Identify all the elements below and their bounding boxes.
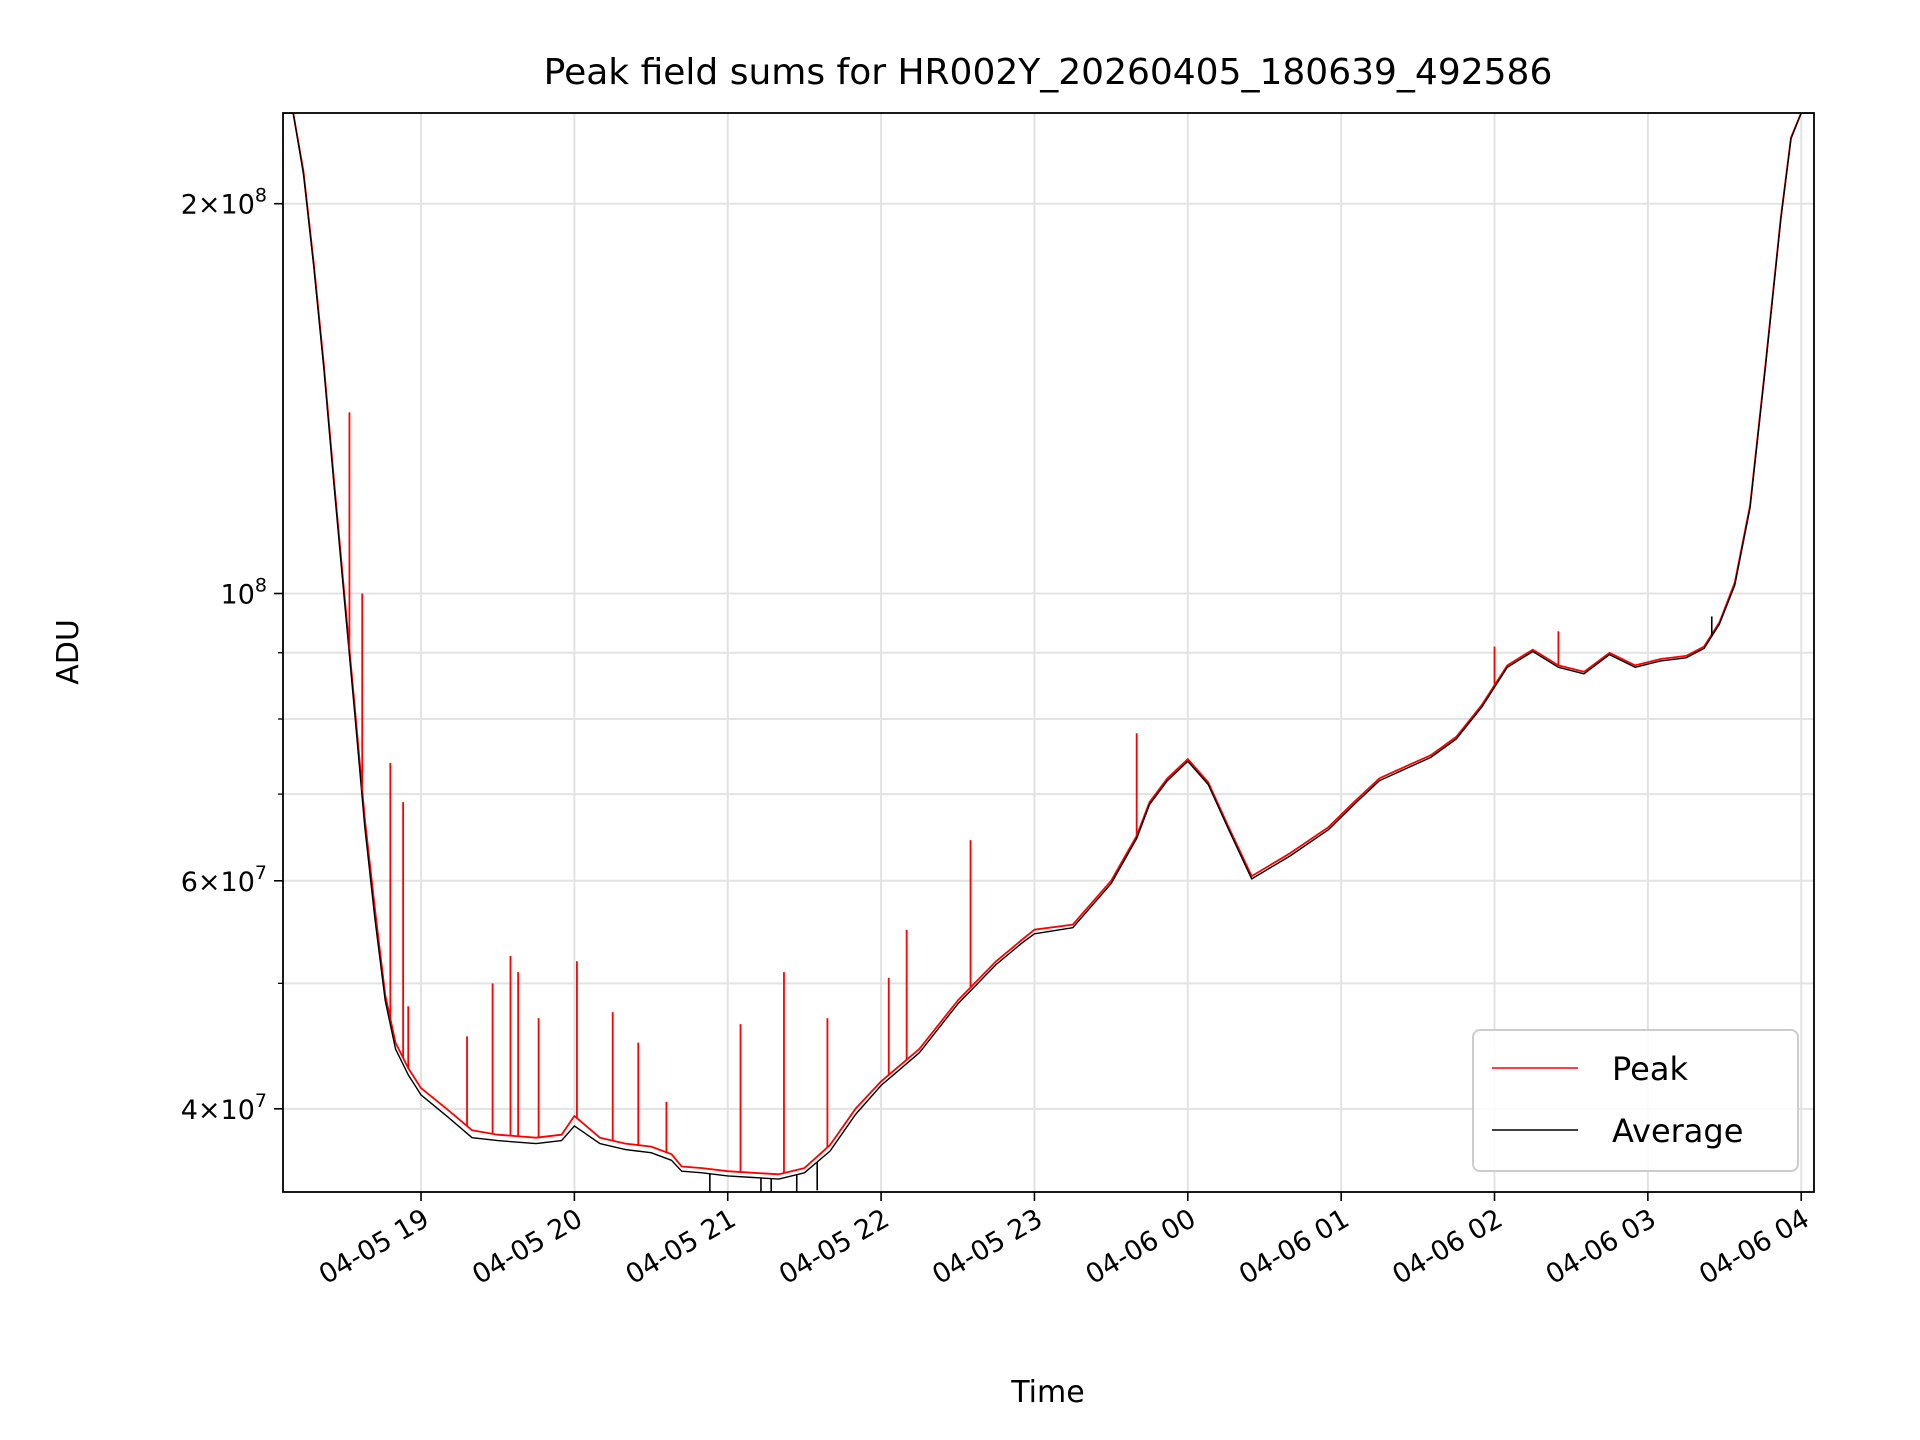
y-axis-title: ADU [51, 619, 86, 685]
series-layer [283, 113, 1814, 1192]
y-tick-label: 4×107 [181, 1090, 267, 1126]
grid-lines [283, 113, 1814, 1192]
y-tick-label: 108 [221, 575, 267, 611]
y-tick-exponent: 7 [255, 1090, 267, 1112]
y-tick-label: 6×107 [181, 862, 267, 898]
y-axis: 4×107 6×107 108 2×108 [181, 185, 283, 1126]
y-tick-exponent: 8 [255, 185, 267, 207]
legend-label-average: Average [1612, 1112, 1743, 1150]
legend-box [1472, 1029, 1799, 1172]
series-line-peak [283, 113, 1814, 1176]
y-tick-exponent: 7 [255, 862, 267, 884]
legend: Peak Average [1472, 1029, 1799, 1172]
y-tick-exponent: 8 [255, 575, 267, 597]
y-tick-label: 2×108 [181, 185, 267, 221]
chart-title: Peak field sums for HR002Y_20260405_1806… [544, 52, 1553, 93]
x-axis-title: Time [1010, 1375, 1084, 1410]
legend-label-peak: Peak [1612, 1050, 1688, 1088]
series-line-average [283, 113, 1814, 1180]
